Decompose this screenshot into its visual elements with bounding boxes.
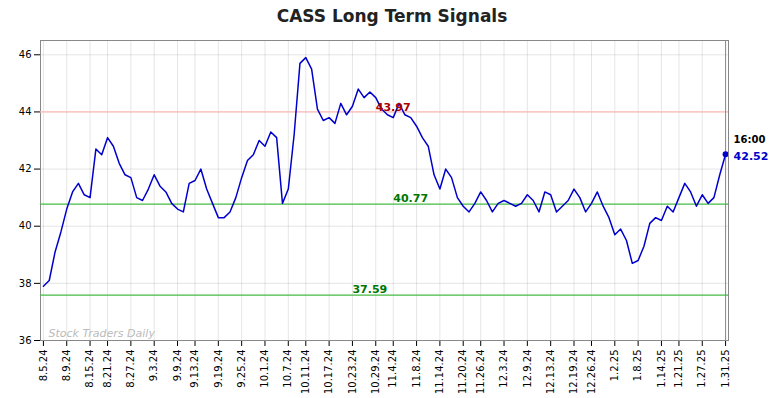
svg-text:46: 46	[19, 49, 32, 60]
svg-text:Stock Traders Daily: Stock Traders Daily	[49, 327, 156, 340]
svg-text:8.15.24: 8.15.24	[84, 350, 95, 388]
svg-text:1.21.25: 1.21.25	[673, 350, 684, 388]
svg-text:10.11.24: 10.11.24	[300, 350, 311, 395]
svg-text:43.97: 43.97	[376, 101, 411, 114]
svg-text:12.9.24: 12.9.24	[522, 350, 533, 388]
svg-text:40.77: 40.77	[393, 192, 428, 205]
svg-text:12.19.24: 12.19.24	[568, 350, 579, 395]
svg-text:8.27.24: 8.27.24	[125, 350, 136, 388]
svg-text:9.3.24: 9.3.24	[148, 350, 159, 382]
svg-text:38: 38	[19, 278, 32, 289]
svg-text:11.8.24: 11.8.24	[411, 350, 422, 388]
svg-text:1.2.25: 1.2.25	[609, 350, 620, 382]
svg-text:8.21.24: 8.21.24	[102, 350, 113, 388]
svg-text:12.13.24: 12.13.24	[545, 350, 556, 395]
svg-text:9.9.24: 9.9.24	[172, 350, 183, 382]
svg-text:11.14.24: 11.14.24	[434, 350, 445, 395]
svg-text:11.4.24: 11.4.24	[387, 350, 398, 388]
svg-text:10.29.24: 10.29.24	[370, 350, 381, 395]
svg-text:12.26.24: 12.26.24	[586, 350, 597, 395]
svg-text:9.13.24: 9.13.24	[189, 350, 200, 388]
svg-text:9.25.24: 9.25.24	[236, 350, 247, 388]
svg-text:44: 44	[19, 106, 32, 117]
svg-text:36: 36	[19, 335, 32, 346]
svg-text:1.31.25: 1.31.25	[720, 350, 731, 388]
svg-text:10.1.24: 10.1.24	[259, 350, 270, 388]
svg-text:10.7.24: 10.7.24	[282, 350, 293, 388]
svg-text:9.19.24: 9.19.24	[213, 350, 224, 388]
html-text:CASS Long Term Signals: CASS Long Term Signals	[276, 6, 508, 26]
svg-text:8.5.24: 8.5.24	[38, 350, 49, 382]
svg-text:10.23.24: 10.23.24	[347, 350, 358, 395]
svg-text:8.9.24: 8.9.24	[61, 350, 72, 382]
svg-text:37.59: 37.59	[352, 283, 387, 296]
svg-text:42.52: 42.52	[734, 150, 769, 163]
svg-text:1.8.25: 1.8.25	[632, 350, 643, 382]
svg-text:12.3.24: 12.3.24	[498, 350, 509, 388]
svg-text:1.27.25: 1.27.25	[696, 350, 707, 388]
svg-text:42: 42	[19, 163, 32, 174]
svg-text:40: 40	[19, 220, 32, 231]
svg-text:11.20.24: 11.20.24	[457, 350, 468, 395]
svg-text:11.26.24: 11.26.24	[475, 350, 486, 395]
svg-text:1.14.25: 1.14.25	[656, 350, 667, 388]
svg-text:10.17.24: 10.17.24	[323, 350, 334, 395]
svg-text:16:00: 16:00	[734, 134, 766, 145]
